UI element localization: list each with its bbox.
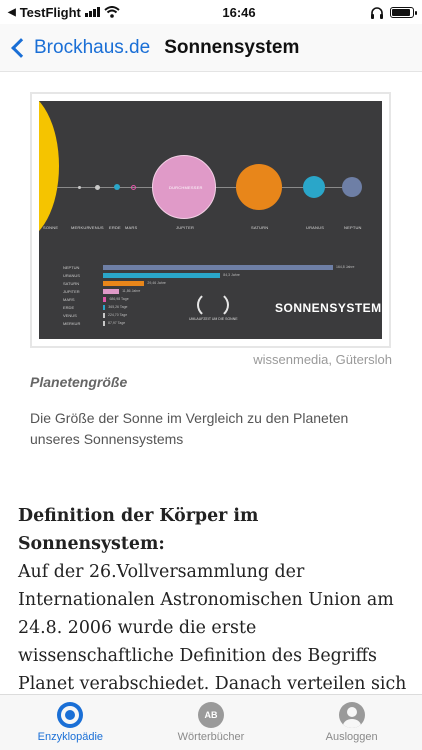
- planet-saturn: [236, 164, 282, 210]
- planet-erde: [114, 184, 120, 190]
- back-button-label: Brockhaus.de: [34, 36, 151, 58]
- orbit-bar-name: MARS: [63, 296, 75, 302]
- back-button[interactable]: Brockhaus.de: [0, 37, 150, 59]
- caption-text: Die Größe der Sonne im Vergleich zu den …: [30, 410, 349, 447]
- infographic-title: SONNENSYSTEM: [275, 301, 382, 315]
- status-back-to-app[interactable]: ◀ TestFlight: [8, 5, 168, 20]
- planet-uranus: [303, 176, 325, 198]
- dictionary-icon: AB: [197, 702, 224, 728]
- back-triangle-icon: ◀: [8, 6, 16, 18]
- orbit-bar-name: ERDE: [63, 304, 75, 310]
- wifi-icon: [104, 6, 120, 18]
- orbit-bar: [103, 320, 105, 326]
- planet-label: JUPITER: [176, 225, 195, 230]
- chevron-left-icon: [11, 37, 31, 58]
- headphones-icon: [371, 6, 383, 19]
- planet-label: SATURN: [251, 225, 269, 230]
- sun-label: SONNE: [43, 225, 59, 230]
- tab-woerterbuecher[interactable]: AB Wörterbücher: [151, 695, 271, 750]
- signal-icon: [84, 7, 100, 17]
- sun-graphic: [39, 101, 59, 241]
- planet-label: MERKUR: [71, 225, 90, 230]
- cycle-label: UMLAUFZEIT UM DIE SONNE: [189, 317, 238, 321]
- solar-system-infographic: SONNE UMLAUFZEIT UM DIE SONNE SONNENSYST…: [39, 101, 382, 339]
- orbit-bar-name: JUPITER: [63, 288, 80, 294]
- orbit-bar-value: 365,26 Tage: [108, 305, 128, 309]
- tab-enzyklopaedie[interactable]: Enzyklopädie: [10, 695, 130, 750]
- orbit-bar-name: NEPTUN: [63, 264, 80, 270]
- planet-label: ERDE: [109, 225, 121, 230]
- status-time: 16:46: [222, 4, 256, 20]
- orbit-bar-value: 84,3 Jahre: [223, 273, 240, 277]
- orbit-bar-row: JUPITER 11,86 Jahre: [63, 288, 140, 294]
- orbit-bar-row: VENUS 224,70 Tage: [63, 312, 127, 318]
- orbit-bar-row: SATURN 29,46 Jahre: [63, 280, 166, 286]
- orbit-bar-value: 87,97 Tage: [108, 321, 126, 325]
- planet-label: MARS: [125, 225, 138, 230]
- orbit-bar: [103, 272, 221, 278]
- orbit-bar-value: 29,46 Jahre: [147, 281, 166, 285]
- planet-merkur: [77, 185, 81, 189]
- page-title: Sonnensystem: [164, 36, 300, 58]
- planet-label: VENUS: [89, 225, 104, 230]
- orbit-bar-row: NEPTUN 164,8 Jahre: [63, 264, 355, 270]
- orbit-bar-value: 164,8 Jahre: [336, 265, 355, 269]
- navigation-bar: Brockhaus.de Sonnensystem: [0, 24, 422, 72]
- orbit-bar: [103, 304, 106, 310]
- image-credit: wissenmedia, Gütersloh: [253, 352, 392, 367]
- orbit-bar-name: SATURN: [63, 280, 80, 286]
- orbit-bar: [103, 288, 120, 294]
- tab-ausloggen[interactable]: Ausloggen: [292, 695, 412, 750]
- orbit-bar-row: MARS 686,98 Tage: [63, 296, 129, 302]
- planet-jupiter: [152, 155, 216, 219]
- orbit-bar-row: ERDE 365,26 Tage: [63, 304, 128, 310]
- orbit-bar-row: MERKUR 87,97 Tage: [63, 320, 125, 326]
- target-icon: [57, 702, 84, 728]
- planet-venus: [94, 184, 100, 190]
- orbit-bar-value: 224,70 Tage: [108, 313, 128, 317]
- status-app-name: TestFlight: [19, 4, 81, 20]
- tab-label: Ausloggen: [325, 731, 378, 743]
- planet-label: NEPTUN: [344, 225, 362, 230]
- orbit-bar-name: MERKUR: [63, 320, 81, 326]
- tab-label: Wörterbücher: [177, 731, 245, 743]
- article-heading: Definition der Körper im Sonnensystem:: [18, 506, 259, 554]
- orbit-bar: [103, 312, 105, 318]
- planet-label: URANUS: [306, 225, 325, 230]
- orbit-bar: [103, 264, 333, 270]
- orbit-bar-name: VENUS: [63, 312, 77, 318]
- tab-bar: Enzyklopädie AB Wörterbücher Ausloggen: [0, 694, 422, 750]
- orbit-bar-value: 686,98 Tage: [109, 297, 129, 301]
- planet-mars: [130, 184, 136, 190]
- orbit-bar: [103, 280, 145, 286]
- status-bar: ◀ TestFlight 16:46: [0, 0, 422, 24]
- planet-neptun: [342, 177, 362, 197]
- jupiter-inner-label: DURCHMESSER: [169, 185, 203, 190]
- orbit-bar-row: URANUS 84,3 Jahre: [63, 272, 240, 278]
- user-icon: [338, 702, 365, 728]
- solar-system-figure[interactable]: SONNE UMLAUFZEIT UM DIE SONNE SONNENSYST…: [30, 92, 391, 348]
- caption-title: Planetengröße: [30, 374, 128, 390]
- orbit-bar-name: URANUS: [63, 272, 80, 278]
- orbit-bar-value: 11,86 Jahre: [122, 289, 141, 293]
- battery-icon: [390, 6, 417, 18]
- tab-label: Enzyklopädie: [37, 731, 104, 743]
- orbit-bar: [103, 296, 107, 302]
- orbit-cycle-icon: [197, 291, 229, 319]
